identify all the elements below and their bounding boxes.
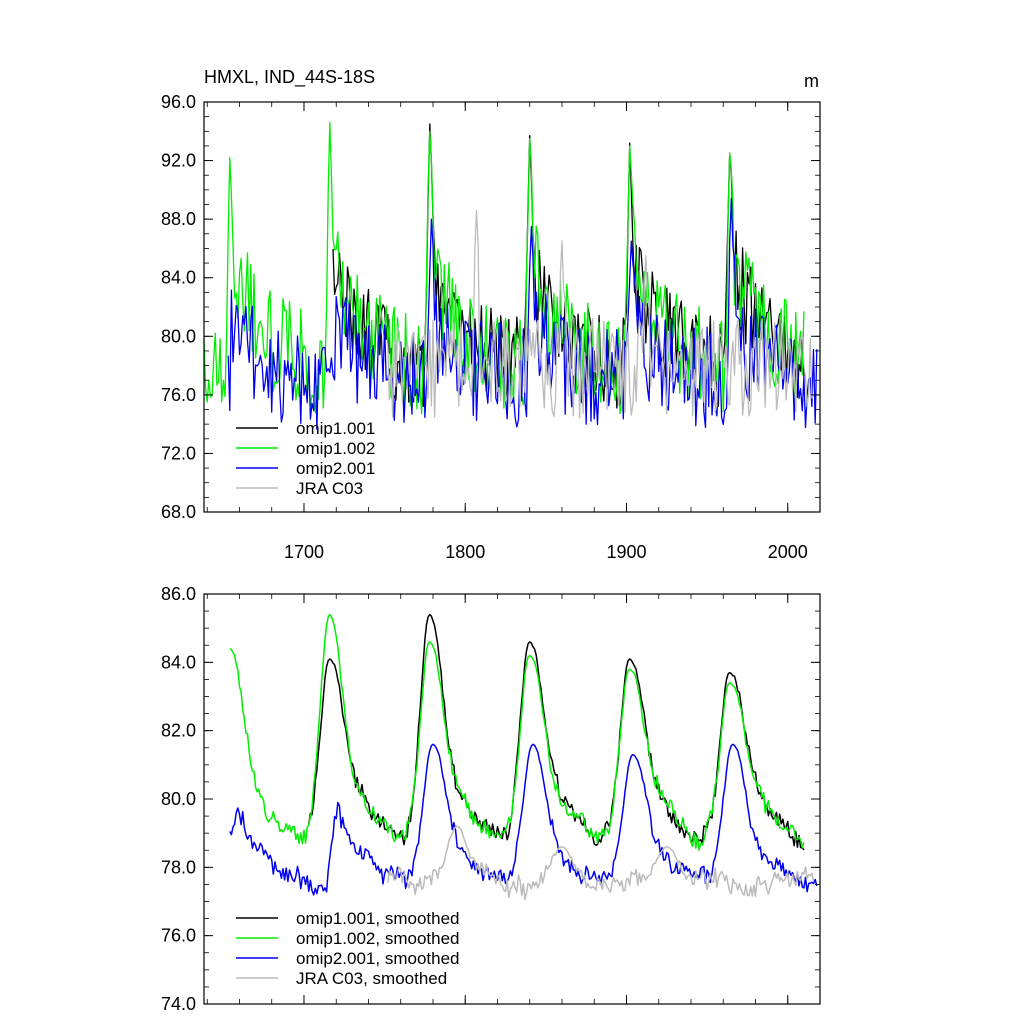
x-tick-label: 1900 [606, 542, 646, 562]
legend-label: omip1.001 [296, 419, 375, 438]
series-line-bot-3 [387, 825, 815, 901]
series-line-top-1 [203, 121, 805, 415]
x-tick-label: 1800 [445, 542, 485, 562]
y-tick-label: 68.0 [161, 502, 196, 522]
top-x-axis-labels: 1700 1800 1900 2000 [284, 542, 808, 562]
y-tick-label: 88.0 [161, 209, 196, 229]
y-tick-label: 86.0 [161, 584, 196, 604]
bottom-axis-ticks [204, 593, 821, 1005]
top-panel: HMXL, IND_44S-18S m 68.0 72.0 76.0 80.0 84.0… [161, 67, 821, 562]
y-tick-label: 92.0 [161, 151, 196, 171]
y-tick-label: 78.0 [161, 857, 196, 877]
y-tick-label: 72.0 [161, 443, 196, 463]
legend-label: omip2.001 [296, 459, 375, 478]
legend-label: JRA C03, smoothed [296, 969, 447, 988]
legend-label: omip1.001, smoothed [296, 909, 460, 928]
y-tick-label: 76.0 [161, 926, 196, 946]
top-y-axis-labels: 68.0 72.0 76.0 80.0 84.0 88.0 92.0 96.0 [161, 92, 196, 522]
legend-label: omip2.001, smoothed [296, 949, 460, 968]
top-panel-units: m [804, 71, 819, 91]
top-plot-series [203, 121, 818, 430]
x-tick-label: 2000 [768, 542, 808, 562]
bottom-panel: 74.0 76.0 78.0 80.0 82.0 84.0 86.0 omip1.001, … [161, 584, 821, 1014]
y-tick-label: 82.0 [161, 721, 196, 741]
legend-label: JRA C03 [296, 479, 363, 498]
bottom-y-axis-labels: 74.0 76.0 78.0 80.0 82.0 84.0 86.0 [161, 584, 196, 1014]
y-tick-label: 96.0 [161, 92, 196, 112]
y-tick-label: 84.0 [161, 268, 196, 288]
series-line-bot-0 [308, 613, 805, 851]
series-line-bot-1 [229, 613, 805, 851]
legend-label: omip1.002 [296, 439, 375, 458]
bottom-plot-series [229, 613, 818, 901]
series-line-bot-2 [229, 743, 818, 896]
top-panel-title: HMXL, IND_44S-18S [204, 67, 375, 88]
y-tick-label: 76.0 [161, 385, 196, 405]
x-tick-label: 1700 [284, 542, 324, 562]
y-tick-label: 80.0 [161, 789, 196, 809]
series-line-top-3 [387, 209, 815, 419]
y-tick-label: 80.0 [161, 326, 196, 346]
legend-label: omip1.002, smoothed [296, 929, 460, 948]
series-line-top-2 [227, 197, 818, 430]
y-tick-label: 84.0 [161, 652, 196, 672]
top-axis-ticks [204, 101, 821, 513]
y-tick-label: 74.0 [161, 994, 196, 1014]
